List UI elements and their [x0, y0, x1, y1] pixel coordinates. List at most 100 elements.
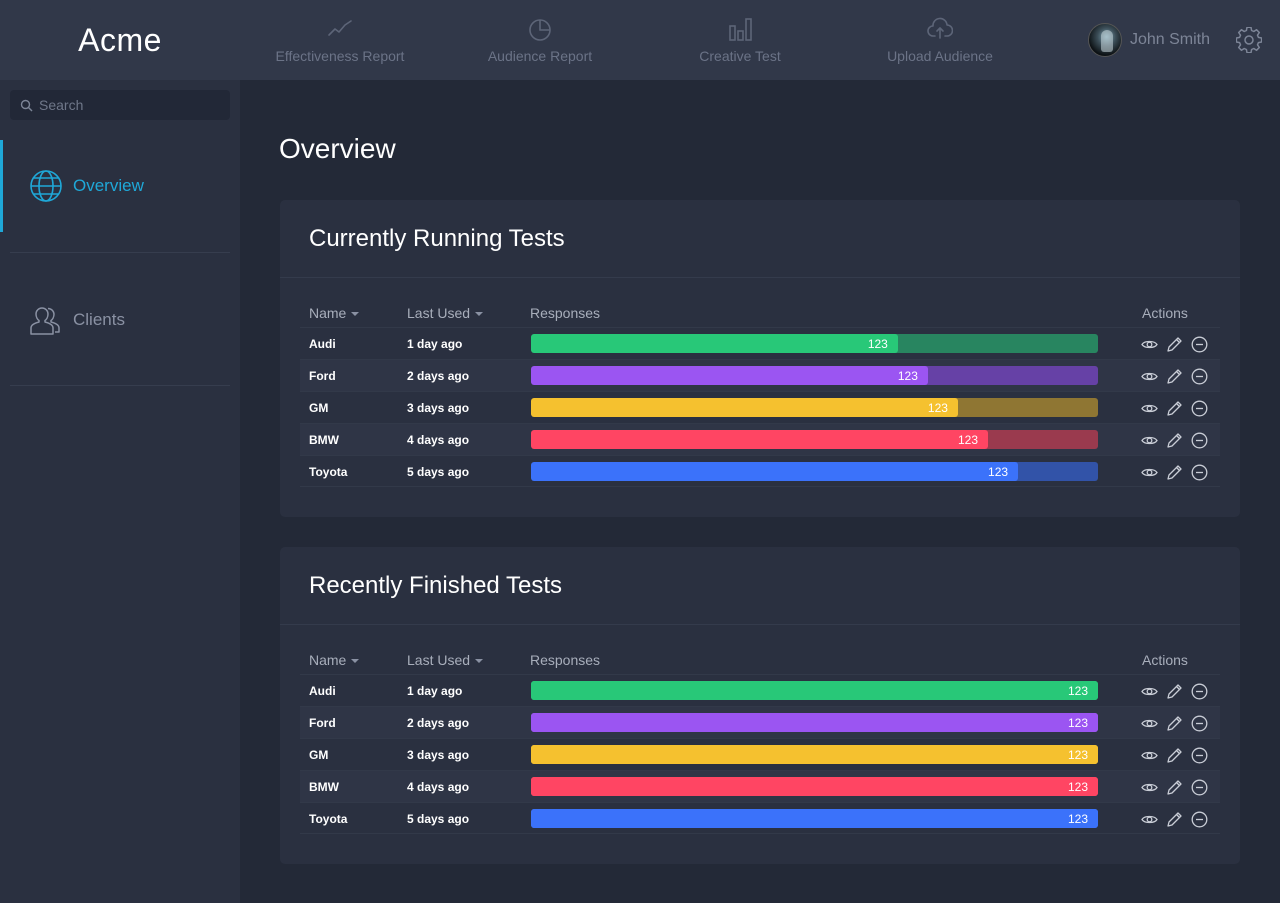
bar-chart-icon — [727, 16, 753, 42]
responses-progress-bar: 123 — [531, 809, 1098, 828]
sort-last-used-header[interactable]: Last Used — [407, 305, 484, 321]
responses-progress-bar: 123 — [531, 462, 1098, 481]
sort-last-used-header[interactable]: Last Used — [407, 652, 484, 668]
responses-progress-bar: 123 — [531, 681, 1098, 700]
remove-icon[interactable] — [1191, 368, 1208, 385]
table-row[interactable]: BMW 4 days ago 123 — [300, 770, 1220, 802]
view-icon[interactable] — [1141, 432, 1158, 449]
sort-name-header[interactable]: Name — [309, 305, 360, 321]
table-row[interactable]: Toyota 5 days ago 123 — [300, 802, 1220, 834]
table-row[interactable]: GM 3 days ago 123 — [300, 738, 1220, 770]
remove-icon[interactable] — [1191, 747, 1208, 764]
row-last-used: 1 day ago — [407, 684, 463, 698]
view-icon[interactable] — [1141, 779, 1158, 796]
row-name: GM — [309, 748, 329, 762]
running-tests-card: Currently Running Tests Name Last Used R… — [280, 200, 1240, 517]
line-chart-icon — [327, 16, 353, 42]
remove-icon[interactable] — [1191, 464, 1208, 481]
gear-icon[interactable] — [1236, 27, 1262, 53]
edit-icon[interactable] — [1166, 400, 1183, 417]
view-icon[interactable] — [1141, 683, 1158, 700]
top-bar: Acme Effectiveness Report Audience Repor… — [0, 0, 1280, 80]
avatar[interactable] — [1087, 23, 1122, 57]
edit-icon[interactable] — [1166, 464, 1183, 481]
responses-count: 123 — [897, 368, 918, 383]
actions-header: Actions — [1142, 652, 1188, 668]
edit-icon[interactable] — [1166, 368, 1183, 385]
responses-progress-fill: 123 — [531, 398, 958, 417]
remove-icon[interactable] — [1191, 811, 1208, 828]
sidebar-item-clients[interactable]: Clients — [0, 274, 240, 366]
view-icon[interactable] — [1141, 336, 1158, 353]
table-row[interactable]: GM 3 days ago 123 — [300, 391, 1220, 423]
brand-logo[interactable]: Acme — [78, 21, 162, 58]
pie-chart-icon — [527, 16, 553, 42]
view-icon[interactable] — [1141, 811, 1158, 828]
responses-count: 123 — [867, 336, 888, 351]
nav-label: Creative Test — [699, 48, 781, 64]
sidebar-item-overview[interactable]: Overview — [0, 140, 240, 232]
nav-audience-report[interactable]: Audience Report — [440, 0, 640, 80]
users-icon — [28, 302, 64, 338]
row-actions — [1141, 328, 1216, 360]
edit-icon[interactable] — [1166, 432, 1183, 449]
header-label: Actions — [1142, 305, 1188, 321]
edit-icon[interactable] — [1166, 336, 1183, 353]
view-icon[interactable] — [1141, 400, 1158, 417]
table-row[interactable]: Ford 2 days ago 123 — [300, 706, 1220, 738]
remove-icon[interactable] — [1191, 336, 1208, 353]
search-input[interactable] — [39, 97, 209, 113]
responses-progress-fill: 123 — [531, 777, 1098, 796]
edit-icon[interactable] — [1166, 715, 1183, 732]
divider — [10, 385, 230, 386]
caret-down-icon — [351, 312, 360, 316]
responses-progress-fill: 123 — [531, 745, 1098, 764]
table-row[interactable]: BMW 4 days ago 123 — [300, 423, 1220, 455]
responses-count: 123 — [988, 464, 1009, 479]
responses-count: 123 — [957, 432, 978, 447]
edit-icon[interactable] — [1166, 779, 1183, 796]
remove-icon[interactable] — [1191, 432, 1208, 449]
responses-count: 123 — [1067, 747, 1088, 762]
row-actions — [1141, 424, 1216, 456]
remove-icon[interactable] — [1191, 683, 1208, 700]
table-row[interactable]: Toyota 5 days ago 123 — [300, 455, 1220, 487]
responses-header: Responses — [530, 652, 600, 668]
row-last-used: 4 days ago — [407, 433, 470, 447]
view-icon[interactable] — [1141, 747, 1158, 764]
row-name: GM — [309, 401, 329, 415]
responses-header: Responses — [530, 305, 600, 321]
row-actions — [1141, 456, 1216, 488]
remove-icon[interactable] — [1191, 400, 1208, 417]
caret-down-icon — [475, 312, 484, 316]
responses-progress-fill: 123 — [531, 366, 928, 385]
remove-icon[interactable] — [1191, 715, 1208, 732]
row-name: Audi — [309, 684, 336, 698]
view-icon[interactable] — [1141, 464, 1158, 481]
nav-upload-audience[interactable]: Upload Audience — [840, 0, 1040, 80]
table-row[interactable]: Audi 1 day ago 123 — [300, 327, 1220, 359]
table-row[interactable]: Audi 1 day ago 123 — [300, 674, 1220, 706]
edit-icon[interactable] — [1166, 747, 1183, 764]
table-row[interactable]: Ford 2 days ago 123 — [300, 359, 1220, 391]
nav-effectiveness-report[interactable]: Effectiveness Report — [240, 0, 440, 80]
row-last-used: 5 days ago — [407, 812, 470, 826]
row-name: Toyota — [309, 812, 348, 826]
user-name[interactable]: John Smith — [1129, 31, 1210, 48]
header-label: Last Used — [407, 305, 471, 321]
remove-icon[interactable] — [1191, 779, 1208, 796]
sort-name-header[interactable]: Name — [309, 652, 360, 668]
table-header: Name Last Used Responses Actions — [300, 646, 1220, 674]
header-label: Actions — [1142, 652, 1188, 668]
view-icon[interactable] — [1141, 715, 1158, 732]
row-last-used: 3 days ago — [407, 401, 470, 415]
edit-icon[interactable] — [1166, 683, 1183, 700]
edit-icon[interactable] — [1166, 811, 1183, 828]
user-menu[interactable]: John Smith — [1087, 0, 1280, 80]
responses-progress-bar: 123 — [531, 777, 1098, 796]
responses-progress-fill: 123 — [531, 713, 1098, 732]
nav-creative-test[interactable]: Creative Test — [640, 0, 840, 80]
view-icon[interactable] — [1141, 368, 1158, 385]
sidebar-item-label: Clients — [73, 310, 125, 329]
search-box[interactable] — [10, 90, 230, 120]
